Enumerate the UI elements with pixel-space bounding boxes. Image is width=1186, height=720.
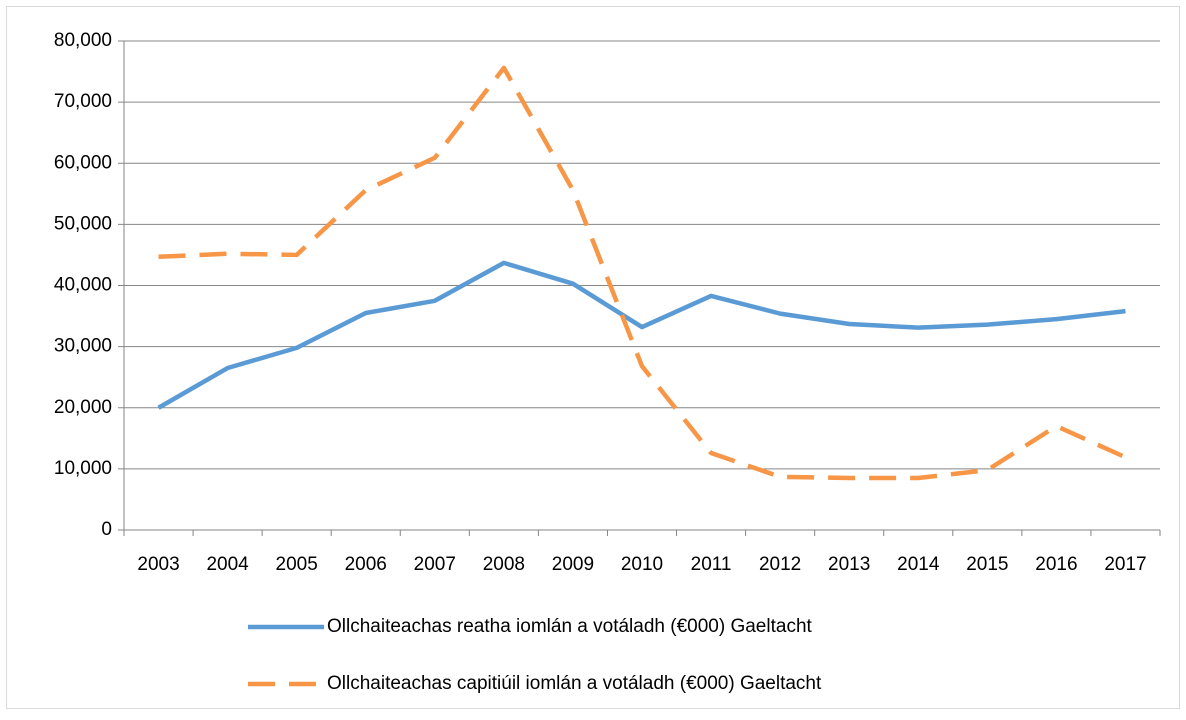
- x-tick-label: 2014: [897, 554, 940, 575]
- legend-label: Ollchaiteachas reatha iomlán a votáladh …: [327, 616, 813, 637]
- chart-frame: [6, 6, 1180, 709]
- y-tick-label: 70,000: [54, 91, 112, 112]
- y-tick-label: 50,000: [54, 213, 112, 234]
- data-line: [158, 65, 1127, 481]
- x-tick-label: 2004: [206, 554, 249, 575]
- x-tick-label: 2011: [691, 554, 732, 575]
- x-tick-label: 2005: [276, 554, 318, 575]
- y-tick-label: 10,000: [54, 458, 112, 479]
- x-tick-label: 2009: [552, 554, 594, 575]
- x-tick-label: 2016: [1035, 554, 1077, 575]
- y-tick-label: 40,000: [54, 275, 112, 296]
- x-tick-label: 2008: [483, 554, 525, 575]
- x-tick-label: 2017: [1104, 554, 1146, 575]
- y-tick-label: 30,000: [54, 336, 112, 357]
- y-tick-label: 20,000: [54, 397, 112, 418]
- data-line: [157, 260, 1126, 410]
- x-tick-label: 2006: [345, 554, 387, 575]
- x-tick-label: 2003: [137, 554, 179, 575]
- x-tick-label: 2012: [759, 554, 801, 575]
- y-tick-label: 60,000: [54, 152, 112, 173]
- x-tick-label: 2015: [966, 554, 1008, 575]
- y-tick-label: 0: [101, 519, 112, 540]
- x-tick-label: 2013: [828, 554, 870, 575]
- legend-label: Ollchaiteachas capitiúil iomlán a votála…: [327, 673, 822, 694]
- x-tick-label: 2010: [621, 554, 663, 575]
- x-tick-label: 2007: [414, 554, 456, 575]
- y-tick-label: 80,000: [54, 30, 112, 51]
